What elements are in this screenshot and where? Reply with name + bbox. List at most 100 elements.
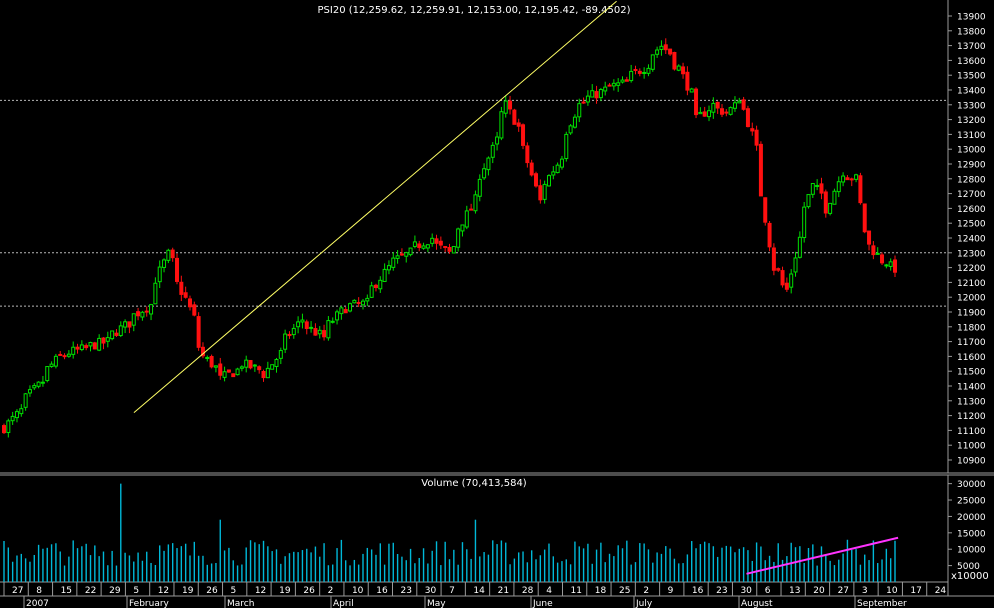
candle-body bbox=[771, 247, 776, 271]
candle-body bbox=[84, 345, 89, 349]
candle-body bbox=[642, 71, 647, 74]
candle-body bbox=[114, 332, 119, 336]
candle-body bbox=[758, 143, 763, 197]
candle-body bbox=[862, 203, 867, 233]
price-tick-label: 13600 bbox=[957, 57, 986, 67]
candle-body bbox=[88, 341, 93, 347]
candle-body bbox=[858, 175, 863, 204]
volume-tick-label: 15000 bbox=[957, 529, 986, 539]
candle-body bbox=[175, 257, 180, 282]
price-tick-label: 13500 bbox=[957, 72, 986, 82]
candle-body bbox=[317, 329, 322, 335]
candle-body bbox=[49, 363, 54, 368]
candle-body bbox=[356, 302, 361, 305]
day-tick-label: 10 bbox=[886, 586, 898, 596]
candle-body bbox=[516, 122, 521, 127]
day-tick-label: 29 bbox=[109, 586, 121, 596]
candle-body bbox=[75, 346, 80, 350]
candle-body bbox=[676, 65, 681, 71]
candle-body bbox=[153, 282, 158, 305]
day-tick-label: 18 bbox=[595, 586, 607, 596]
price-chart-title: PSI20 (12,259.62, 12,259.91, 12,153.00, … bbox=[318, 5, 631, 16]
price-tick-label: 12400 bbox=[957, 235, 986, 245]
candle-body bbox=[611, 82, 616, 87]
day-tick-label: 21 bbox=[498, 586, 509, 596]
candle-body bbox=[672, 51, 677, 70]
price-tick-label: 11900 bbox=[957, 309, 986, 319]
candle-body bbox=[71, 346, 76, 355]
candle-body bbox=[330, 320, 335, 323]
price-tick-label: 11500 bbox=[957, 368, 986, 378]
candle-body bbox=[776, 268, 781, 271]
candle-body bbox=[19, 408, 24, 415]
candle-body bbox=[62, 355, 67, 358]
day-tick-label: 28 bbox=[522, 586, 534, 596]
candle-body bbox=[123, 321, 128, 328]
price-trendline-segment bbox=[133, 0, 617, 414]
candle-body bbox=[737, 100, 742, 104]
volume-scale-label: x10000 bbox=[951, 571, 989, 582]
month-label: May bbox=[427, 599, 446, 608]
candle-body bbox=[836, 181, 841, 193]
price-y-axis: 10900 11000 11100 11200 11300 11400 11500 11600… bbox=[948, 13, 986, 467]
candle-body bbox=[685, 71, 690, 91]
candle-body bbox=[412, 241, 417, 247]
price-tick-label: 12500 bbox=[957, 220, 986, 230]
day-tick-label: 14 bbox=[473, 586, 485, 596]
candle-body bbox=[105, 337, 110, 342]
candle-body bbox=[322, 330, 327, 338]
candle-body bbox=[110, 330, 115, 340]
day-tick-label: 6 bbox=[765, 586, 771, 596]
candle-body bbox=[707, 110, 712, 118]
candle-body bbox=[179, 281, 184, 295]
candle-body bbox=[343, 309, 348, 314]
day-tick-label: 2 bbox=[328, 586, 334, 596]
day-tick-label: 15 bbox=[61, 586, 72, 596]
candle-body bbox=[585, 95, 590, 103]
candle-body bbox=[728, 107, 733, 115]
candle-body bbox=[348, 303, 353, 312]
price-candles bbox=[2, 38, 897, 438]
price-tick-label: 12900 bbox=[957, 161, 986, 171]
candle-body bbox=[335, 311, 340, 321]
candle-body bbox=[97, 337, 102, 351]
day-tick-label: 17 bbox=[910, 586, 921, 596]
price-tick-label: 12600 bbox=[957, 205, 986, 215]
date-x-axis: 27 8 15 22 29 5 12 19 26 5 12 19 26 2 10 16 23 30 7 14 21 28 4… bbox=[3, 582, 946, 608]
price-tick-label: 13800 bbox=[957, 27, 986, 37]
candle-body bbox=[663, 44, 668, 51]
price-tick-label: 12000 bbox=[957, 294, 986, 304]
candle-body bbox=[460, 224, 465, 232]
candle-body bbox=[265, 367, 270, 379]
candle-body bbox=[166, 249, 171, 261]
candle-body bbox=[79, 344, 84, 351]
candle-body bbox=[421, 245, 426, 249]
candle-body bbox=[668, 48, 673, 55]
candle-body bbox=[127, 321, 132, 328]
candle-body bbox=[741, 99, 746, 110]
volume-y-axis: 5000 10000 15000 20000 25000 30000 bbox=[948, 480, 986, 572]
day-tick-label: 5 bbox=[133, 586, 139, 596]
candle-body bbox=[157, 266, 162, 283]
volume-chart-title: Volume (70,413,584) bbox=[421, 478, 527, 489]
candle-body bbox=[213, 365, 218, 368]
day-tick-label: 16 bbox=[692, 586, 704, 596]
candle-body bbox=[875, 252, 880, 255]
candle-body bbox=[257, 366, 262, 371]
candle-body bbox=[689, 88, 694, 93]
candle-body bbox=[278, 350, 283, 359]
candle-body bbox=[754, 129, 759, 146]
price-tick-label: 11400 bbox=[957, 383, 986, 393]
day-tick-label: 5 bbox=[231, 586, 237, 596]
candle-body bbox=[451, 246, 456, 254]
candle-body bbox=[226, 369, 231, 373]
candle-body bbox=[819, 183, 824, 194]
candle-body bbox=[499, 111, 504, 139]
candle-body bbox=[529, 162, 534, 176]
candle-body bbox=[590, 90, 595, 98]
candle-body bbox=[360, 300, 365, 306]
candle-body bbox=[395, 255, 400, 259]
price-tick-label: 12700 bbox=[957, 190, 986, 200]
month-label: 2007 bbox=[26, 599, 49, 608]
